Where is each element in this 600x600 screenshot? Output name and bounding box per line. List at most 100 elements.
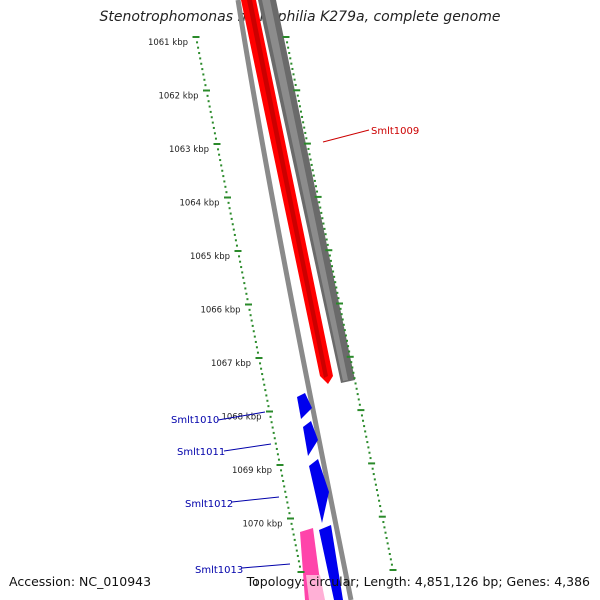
outer-ruler-minor-tick [363,425,366,428]
inner-ruler-minor-tick [252,330,255,333]
inner-ruler-minor-tick [196,41,199,44]
genome-backbone [235,0,354,600]
inner-ruler-minor-tick [198,52,201,55]
inner-ruler-minor-tick [208,105,211,108]
gene-label-smlt1009[interactable]: Smlt1009 [371,126,419,137]
inner-ruler-minor-tick [238,255,241,258]
outer-ruler-minor-tick [367,446,370,449]
inner-ruler-minor-tick [239,260,242,263]
inner-ruler-major-tick [297,571,305,573]
outer-ruler-minor-tick [340,313,343,316]
outer-ruler-minor-tick [373,478,376,481]
outer-ruler-minor-tick [312,174,315,177]
outer-ruler-minor-tick [378,499,381,502]
outer-ruler-minor-tick [319,206,322,209]
inner-ruler-minor-tick [271,426,274,429]
outer-ruler-minor-tick [305,137,308,140]
outer-ruler-minor-tick [383,526,386,529]
inner-ruler-minor-tick [284,490,287,493]
outer-ruler-minor-tick [323,227,326,230]
outer-ruler-minor-tick [380,510,383,513]
gene-feature-smlt1012[interactable] [309,459,329,523]
inner-ruler-minor-tick [293,538,296,541]
outer-ruler-minor-tick [286,41,289,44]
gene-label-smlt1013[interactable]: Smlt1013 [195,565,243,576]
outer-ruler-minor-tick [385,537,388,540]
inner-ruler-minor-tick [220,164,223,167]
inner-ruler-minor-tick [298,565,301,568]
inner-ruler-major-tick [245,303,252,306]
inner-ruler-minor-tick [244,287,247,290]
outer-ruler-minor-tick [325,238,328,241]
outer-ruler-minor-tick [364,430,367,433]
inner-ruler-major-tick [203,89,210,92]
inner-ruler-minor-tick [230,217,233,220]
inner-ruler-major-tick [276,464,284,466]
inner-ruler-minor-tick [287,506,290,509]
outer-ruler-minor-tick [387,547,390,550]
inner-ruler-minor-tick [297,560,300,563]
outer-ruler-major-tick [314,195,322,198]
inner-ruler-minor-tick [263,383,266,386]
inner-ruler-minor-tick [288,512,291,515]
outer-ruler-minor-tick [365,435,368,438]
outer-ruler-major-tick [368,462,376,465]
outer-ruler-minor-tick [371,467,374,470]
outer-ruler-major-tick [389,569,397,571]
inner-ruler-minor-tick [262,378,265,381]
inner-ruler-minor-tick [241,271,244,274]
outer-ruler-minor-tick [350,361,353,364]
cds-track-highlight [262,0,348,381]
inner-ruler-major-tick [234,250,242,252]
inner-ruler-minor-tick [269,415,272,418]
inner-ruler-minor-tick [277,458,280,461]
outer-ruler-minor-tick [362,419,365,422]
gene-feature-smlt1013[interactable] [319,525,343,600]
outer-ruler-minor-tick [291,67,294,70]
outer-ruler-minor-tick [372,473,375,476]
inner-ruler-minor-tick [211,121,214,124]
outer-ruler-major-tick [336,302,343,305]
outer-ruler-minor-tick [287,46,290,49]
inner-ruler-minor-tick [292,533,295,536]
kbp-tick-label: 1061 kbp [148,38,188,48]
inner-ruler-minor-tick [282,480,285,483]
inner-ruler-minor-tick [242,276,245,279]
inner-ruler-major-tick [224,196,231,199]
gene-feature-smlt1011[interactable] [303,421,318,456]
outer-ruler-minor-tick [296,94,299,97]
outer-ruler-minor-tick [336,291,339,294]
inner-ruler-major-tick [213,143,221,145]
gene-feature-smlt1010[interactable] [297,393,312,419]
inner-ruler-minor-tick [212,126,215,129]
inner-ruler-major-tick [266,410,273,413]
leader-line-smlt1011 [223,443,272,452]
outer-ruler-minor-tick [348,350,351,353]
outer-ruler-minor-tick [341,318,344,321]
gene-label-smlt1012[interactable]: Smlt1012 [185,499,233,510]
outer-ruler-minor-tick [309,158,312,161]
inner-ruler-minor-tick [249,314,252,317]
outer-ruler-minor-tick [342,323,345,326]
outer-ruler-minor-tick [360,414,363,417]
gene-label-smlt1011[interactable]: Smlt1011 [177,447,225,458]
genome-title: Stenotrophomonas maltophilia K279a, comp… [99,9,501,25]
inner-ruler-minor-tick [295,549,298,552]
inner-ruler-minor-tick [254,340,257,343]
inner-ruler-minor-tick [259,362,262,365]
inner-ruler-minor-tick [209,110,212,113]
outer-ruler-minor-tick [318,201,321,204]
outer-ruler-minor-tick [366,441,369,444]
gene-feature-smlt1009-shade [247,0,328,378]
outer-ruler-minor-tick [303,126,306,129]
outer-ruler-minor-tick [337,297,340,300]
outer-ruler-minor-tick [386,542,389,545]
outer-ruler-minor-tick [339,307,342,310]
gene-label-smlt1010[interactable]: Smlt1010 [171,415,219,426]
kbp-tick-label: 1062 kbp [158,92,198,102]
inner-ruler-minor-tick [260,367,263,370]
outer-ruler-minor-tick [329,259,332,262]
outer-ruler-minor-tick [357,398,360,401]
outer-ruler-minor-tick [311,169,314,172]
